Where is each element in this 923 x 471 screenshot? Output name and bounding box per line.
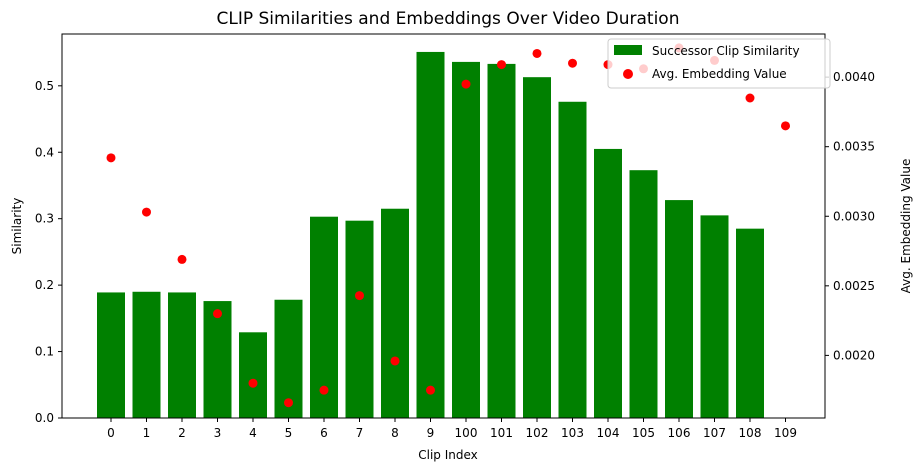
- scatter-points: [106, 43, 790, 408]
- x-tick-label: 8: [391, 426, 399, 440]
- x-axis: 0 1 2 3 4 5 6 7 8 9 100 101 102 103 104 105 106 107 108 109: [107, 418, 797, 440]
- x-axis-title: Clip Index: [418, 448, 478, 462]
- bar-102: [523, 77, 551, 419]
- bar-101: [487, 63, 516, 419]
- legend-bar-label: Successor Clip Similarity: [652, 44, 800, 58]
- legend: Successor Clip Similarity Avg. Embedding…: [607, 38, 831, 89]
- bar-3: [203, 301, 232, 418]
- y-axis-right: 0.0020 0.0025 0.0030 0.0035 0.0040: [825, 70, 875, 362]
- point-0: [106, 153, 116, 163]
- y-tick-label: 0.0: [35, 411, 54, 425]
- x-tick-label: 101: [490, 426, 513, 440]
- legend-scatter-label: Avg. Embedding Value: [652, 67, 787, 81]
- legend-bar-swatch: [614, 45, 642, 55]
- point-9: [426, 385, 435, 395]
- bar-1: [132, 291, 161, 418]
- point-6: [319, 385, 329, 395]
- bar-108: [736, 228, 764, 418]
- x-tick-label: 102: [526, 426, 549, 440]
- point-103: [568, 58, 577, 68]
- bar-100: [452, 61, 480, 419]
- x-tick-label: 4: [249, 426, 257, 440]
- bar-0: [97, 292, 125, 418]
- point-109: [781, 121, 790, 131]
- point-7: [355, 291, 364, 301]
- y-axis-right-title: Avg. Embedding Value: [899, 159, 913, 294]
- y2-tick-label: 0.0040: [833, 70, 875, 84]
- y-tick-label: 0.5: [35, 79, 54, 93]
- y-axis-left-title: Similarity: [10, 198, 24, 255]
- x-tick-label: 1: [143, 426, 151, 440]
- y2-tick-label: 0.0025: [833, 279, 875, 293]
- point-101: [497, 60, 506, 70]
- y-tick-label: 0.2: [35, 278, 54, 292]
- y-tick-label: 0.1: [35, 345, 54, 359]
- point-102: [532, 48, 542, 58]
- y-axis-left: 0.0 0.1 0.2 0.3 0.4 0.5: [35, 79, 62, 425]
- point-100: [461, 79, 471, 89]
- x-tick-label: 105: [632, 426, 655, 440]
- bar-103: [558, 101, 587, 418]
- x-tick-label: 107: [703, 426, 726, 440]
- point-3: [213, 309, 222, 319]
- point-4: [248, 378, 258, 388]
- bar-6: [310, 216, 338, 418]
- point-8: [390, 356, 400, 366]
- y2-tick-label: 0.0030: [833, 209, 875, 223]
- x-tick-label: 104: [597, 426, 620, 440]
- x-tick-label: 5: [285, 426, 293, 440]
- plot-area: [61, 33, 826, 419]
- bar-8: [381, 208, 409, 418]
- bar-2: [168, 292, 196, 418]
- point-108: [745, 93, 755, 103]
- y2-tick-label: 0.0035: [833, 140, 875, 154]
- bar-104: [594, 148, 622, 418]
- x-tick-label: 9: [427, 426, 435, 440]
- y2-tick-label: 0.0020: [833, 348, 875, 362]
- bar-106: [665, 200, 693, 418]
- x-tick-label: 6: [320, 426, 328, 440]
- point-5: [284, 398, 293, 408]
- x-tick-label: 106: [668, 426, 691, 440]
- y-tick-label: 0.4: [35, 145, 54, 159]
- bars: [97, 51, 764, 419]
- x-tick-label: 7: [356, 426, 364, 440]
- legend-scatter-marker: [623, 69, 633, 79]
- x-tick-label: 3: [214, 426, 222, 440]
- bar-105: [629, 170, 658, 418]
- x-tick-label: 100: [455, 426, 478, 440]
- point-2: [177, 254, 187, 264]
- legend-frame: [607, 38, 831, 89]
- x-tick-label: 103: [561, 426, 584, 440]
- bar-7: [345, 220, 374, 418]
- x-tick-label: 108: [739, 426, 762, 440]
- point-1: [142, 207, 151, 217]
- chart-title: CLIP Similarities and Embeddings Over Vi…: [216, 9, 679, 29]
- x-tick-label: 0: [107, 426, 115, 440]
- x-tick-label: 2: [178, 426, 186, 440]
- bar-4: [239, 332, 267, 418]
- plot-frame: [61, 33, 826, 419]
- x-tick-label: 109: [774, 426, 797, 440]
- bar-107: [700, 215, 729, 418]
- bar-9: [416, 51, 445, 419]
- y-tick-label: 0.3: [35, 212, 54, 226]
